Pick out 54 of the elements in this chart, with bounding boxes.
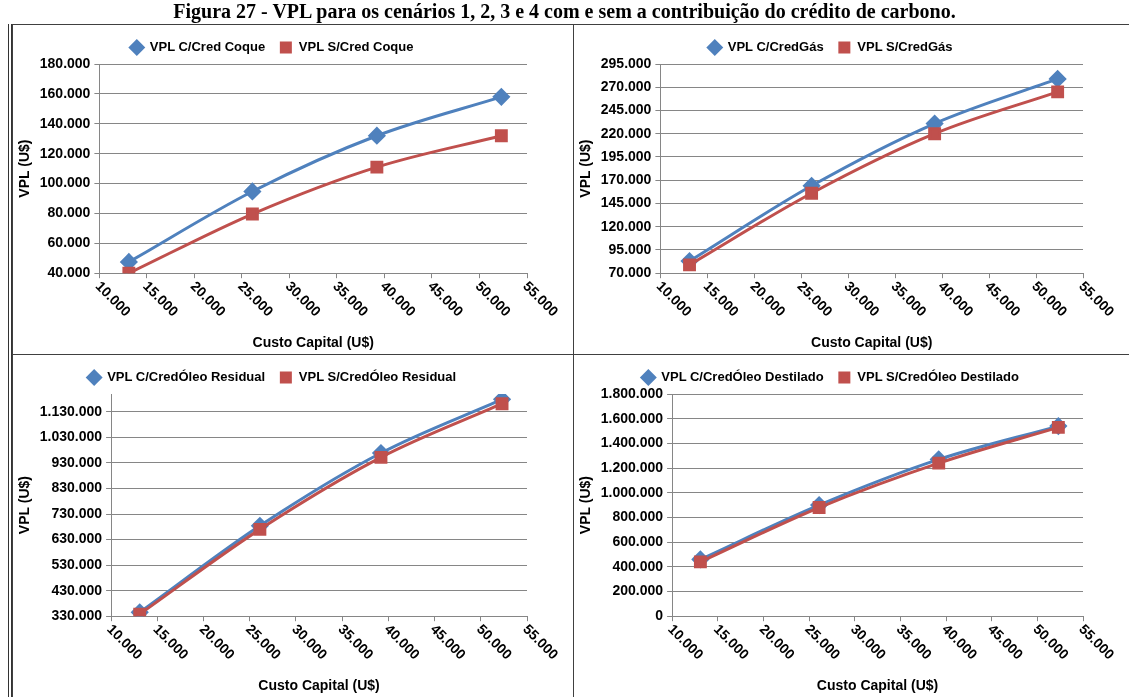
y-axis-title: VPL (U$) [16, 476, 33, 535]
y-tick-label: 1.030.000 [39, 428, 103, 445]
legend-label: VPL S/CredÓleo Destilado [857, 369, 1019, 385]
y-tick-label: 220.000 [600, 124, 652, 141]
y-tick-label: 170.000 [600, 171, 652, 188]
legend-label: VPL S/CredÓleo Residual [298, 369, 457, 385]
x-axis-title: Custo Capital (U$) [252, 334, 374, 351]
y-tick-label: 295.000 [600, 54, 652, 71]
y-tick-label: 430.000 [51, 581, 103, 598]
x-axis-title: Custo Capital (U$) [816, 677, 939, 694]
y-tick-label: 100.000 [39, 174, 91, 191]
y-tick-label: 800.000 [612, 508, 664, 525]
y-tick-label: 145.000 [600, 194, 652, 211]
y-tick-label: 245.000 [600, 101, 652, 118]
x-axis-title: Custo Capital (U$) [811, 334, 933, 351]
y-tick-label: 160.000 [39, 84, 91, 101]
y-tick-label: 60.000 [47, 234, 91, 251]
legend-label: VPL S/Cred Coque [298, 39, 414, 55]
x-axis-title: Custo Capital (U$) [258, 677, 380, 694]
y-tick-label: 1.800.000 [600, 384, 664, 401]
y-tick-label: 1.600.000 [600, 409, 664, 426]
y-tick-label: 120.000 [39, 144, 91, 161]
y-tick-label: 140.000 [39, 114, 91, 131]
y-tick-label: 330.000 [51, 607, 103, 624]
y-tick-label: 930.000 [51, 453, 103, 470]
y-tick-label: 530.000 [51, 555, 103, 572]
y-tick-label: 180.000 [39, 54, 91, 71]
y-tick-label: 1.000.000 [600, 483, 664, 500]
y-tick-label: 730.000 [51, 504, 103, 521]
y-axis-title: VPL (U$) [577, 139, 594, 198]
y-tick-label: 120.000 [600, 217, 652, 234]
y-tick-label: 40.000 [47, 264, 91, 281]
y-tick-label: 1.130.000 [39, 402, 103, 419]
legend-label: VPL S/CredGás [857, 39, 953, 55]
chart-title: Figura 27 - VPL para os cenários 1, 2, 3 e 4 com e sem a contribuição do crédito de carbono. [172, 0, 957, 23]
y-tick-label: 95.000 [608, 240, 652, 257]
y-tick-label: 200.000 [612, 582, 664, 599]
y-tick-label: 70.000 [608, 264, 652, 281]
y-tick-label: 600.000 [612, 532, 664, 549]
y-tick-label: 1.400.000 [600, 434, 664, 451]
y-axis-title: VPL (U$) [16, 139, 33, 198]
y-tick-label: 1.200.000 [600, 458, 664, 475]
y-tick-label: 0 [655, 607, 664, 624]
legend-label: VPL C/Cred Coque [149, 39, 266, 55]
y-axis-title: VPL (U$) [577, 476, 594, 535]
y-tick-label: 630.000 [51, 530, 103, 547]
legend-label: VPL C/CredÓleo Destilado [661, 369, 824, 385]
legend-label: VPL C/CredÓleo Residual [107, 369, 266, 385]
y-tick-label: 195.000 [600, 147, 652, 164]
y-tick-label: 830.000 [51, 479, 103, 496]
y-tick-label: 270.000 [600, 78, 652, 95]
y-tick-label: 400.000 [612, 557, 664, 574]
y-tick-label: 80.000 [47, 204, 91, 221]
legend-label: VPL C/CredGás [727, 39, 824, 55]
